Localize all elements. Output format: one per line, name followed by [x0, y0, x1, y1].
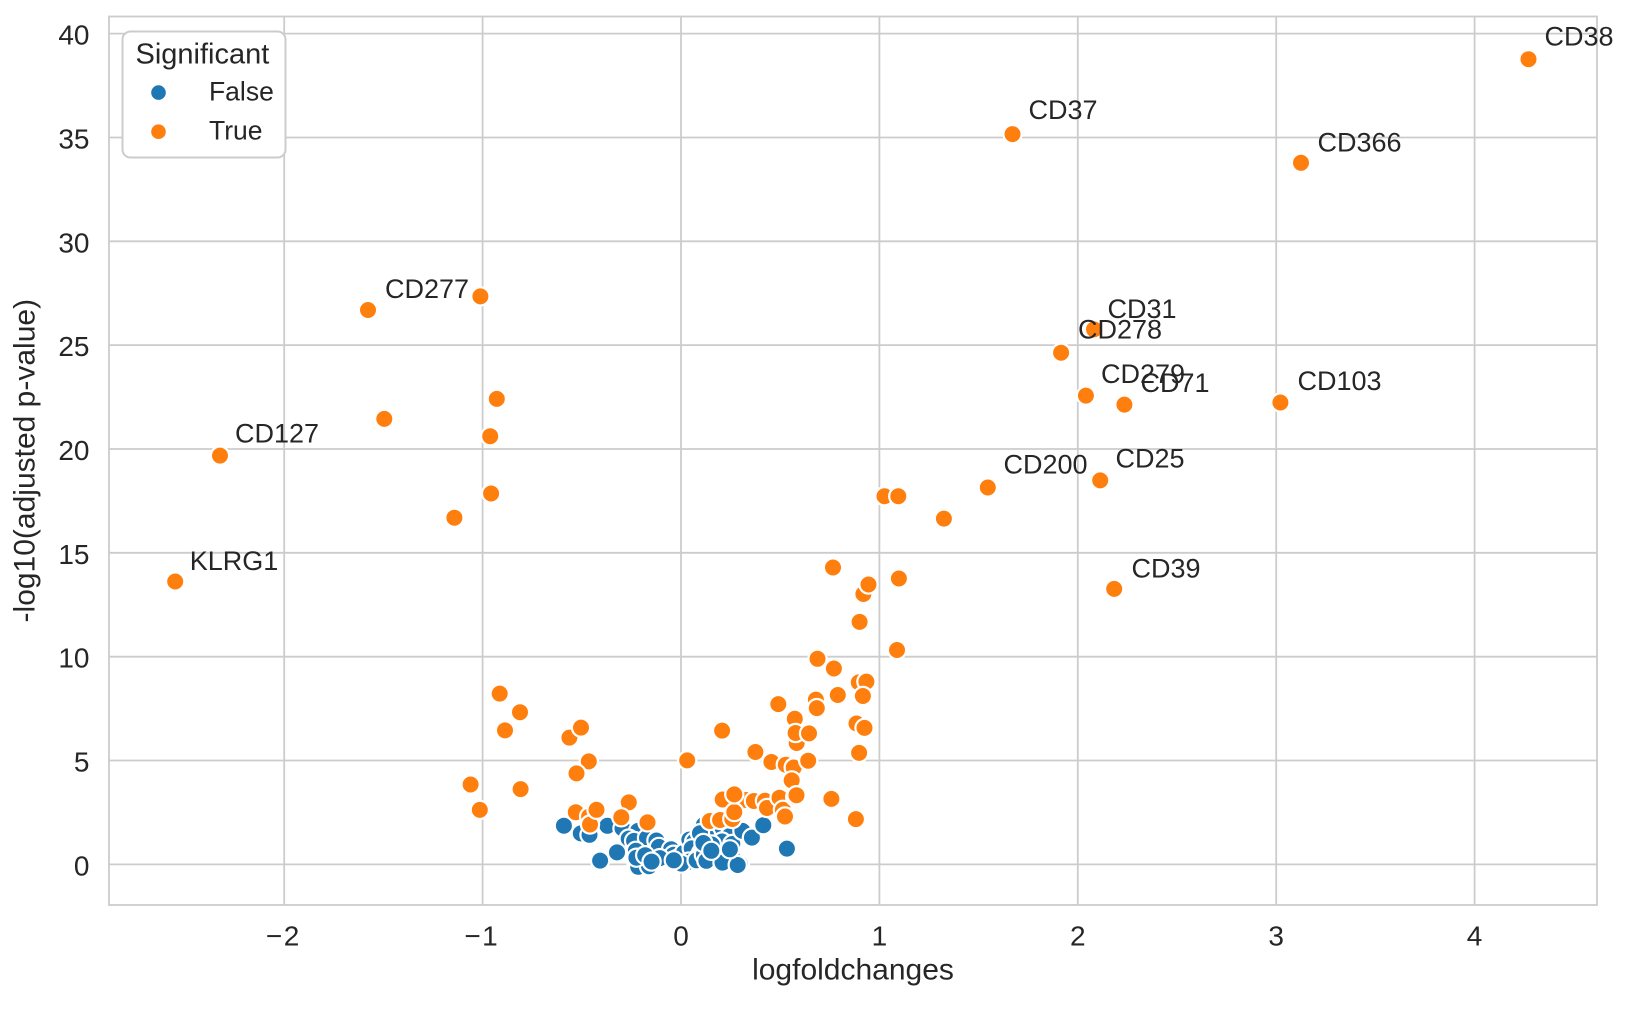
- svg-text:0: 0: [74, 850, 90, 881]
- svg-text:CD277: CD277: [385, 274, 469, 304]
- svg-text:CD25: CD25: [1115, 443, 1184, 473]
- svg-text:-log10(adjusted p-value): -log10(adjusted p-value): [9, 299, 42, 623]
- svg-text:2: 2: [1070, 921, 1086, 952]
- svg-text:CD127: CD127: [235, 418, 319, 448]
- svg-text:40: 40: [58, 20, 89, 51]
- svg-text:35: 35: [58, 124, 89, 155]
- svg-text:CD38: CD38: [1544, 22, 1613, 52]
- svg-text:25: 25: [58, 331, 89, 362]
- svg-text:CD37: CD37: [1028, 95, 1097, 125]
- svg-text:−2: −2: [266, 921, 301, 952]
- svg-text:3: 3: [1268, 921, 1284, 952]
- svg-text:CD103: CD103: [1297, 366, 1381, 396]
- svg-text:5: 5: [74, 747, 90, 778]
- svg-text:CD279: CD279: [1101, 359, 1185, 389]
- svg-text:1: 1: [872, 921, 888, 952]
- svg-text:CD278: CD278: [1078, 314, 1162, 344]
- svg-text:4: 4: [1467, 921, 1483, 952]
- svg-text:30: 30: [58, 227, 89, 258]
- svg-text:True: True: [209, 116, 263, 146]
- svg-text:CD31: CD31: [1107, 294, 1176, 324]
- svg-text:20: 20: [58, 435, 89, 466]
- svg-text:−1: −1: [464, 921, 499, 952]
- svg-text:15: 15: [58, 539, 89, 570]
- svg-text:logfoldchanges: logfoldchanges: [752, 954, 954, 987]
- svg-text:0: 0: [673, 921, 689, 952]
- svg-text:False: False: [209, 77, 274, 107]
- svg-text:CD39: CD39: [1131, 553, 1200, 583]
- svg-text:CD366: CD366: [1317, 127, 1401, 157]
- svg-text:Significant: Significant: [136, 38, 270, 70]
- svg-text:CD200: CD200: [1003, 449, 1087, 479]
- svg-text:KLRG1: KLRG1: [190, 546, 279, 576]
- svg-text:CD71: CD71: [1140, 368, 1209, 398]
- svg-text:10: 10: [58, 643, 89, 674]
